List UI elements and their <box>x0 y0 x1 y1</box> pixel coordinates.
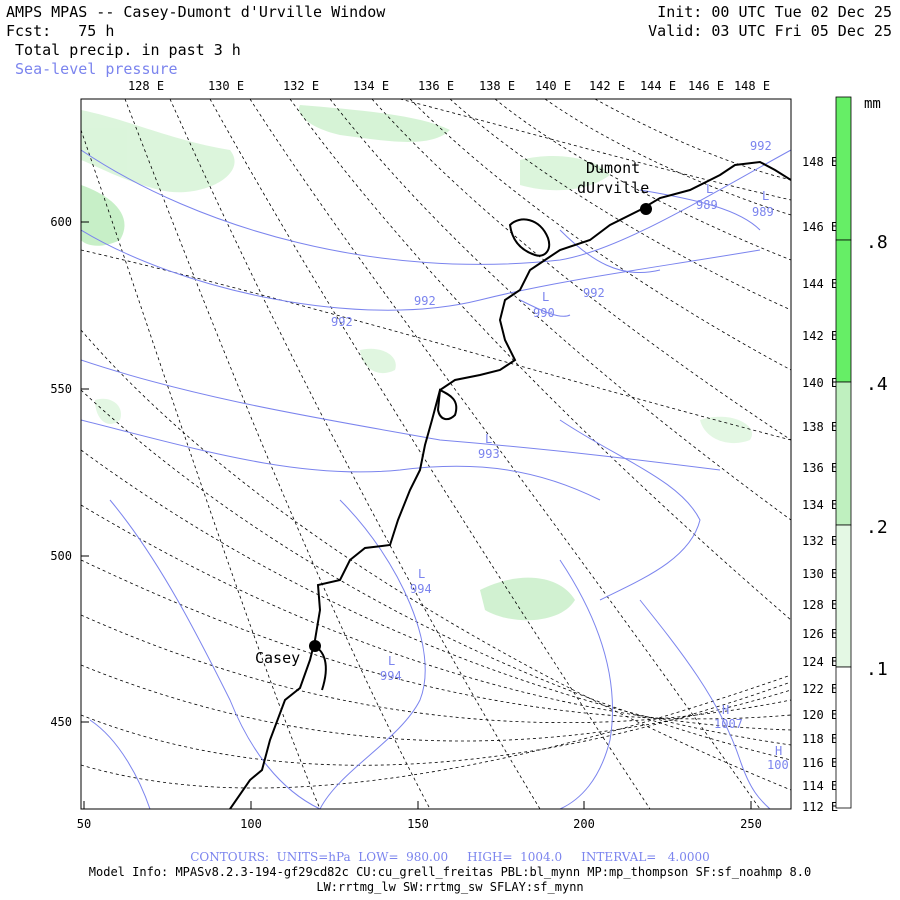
colorbar-segment <box>835 666 852 809</box>
right-lon-label: 126 E <box>802 627 838 641</box>
model-info-physics: LW:rrtmg_lw SW:rrtmg_sw SFLAY:sf_mynn <box>316 880 584 894</box>
right-lon-label: 140 E <box>802 376 838 390</box>
top-lon-label: 134 E <box>353 79 389 93</box>
colorbar-label: .2 <box>866 517 888 538</box>
dumont-station-marker <box>640 203 652 215</box>
low-marker: L <box>418 567 425 581</box>
contour-label: 992 <box>414 294 436 308</box>
colorbar-label: .4 <box>866 374 888 395</box>
right-lon-label: 134 E <box>802 498 838 512</box>
contour-label: 989 <box>752 205 774 219</box>
top-lon-label: 142 E <box>589 79 625 93</box>
station-casey-label: Casey <box>255 649 300 667</box>
x-tick-label: 200 <box>573 817 595 831</box>
plot-frame <box>80 98 792 810</box>
right-lon-label: 124 E <box>802 655 838 669</box>
contour-label: 989 <box>696 198 718 212</box>
init-time: Init: 00 UTC Tue 02 Dec 25 <box>657 3 892 21</box>
colorbar-segment <box>835 524 852 668</box>
y-tick-label: 600 <box>50 215 72 229</box>
top-lon-label: 130 E <box>208 79 244 93</box>
high-marker: H <box>722 703 729 717</box>
colorbar-label: .8 <box>866 232 888 253</box>
top-lon-label: 128 E <box>128 79 164 93</box>
colorbar-segment <box>835 96 852 241</box>
contour-label: 993 <box>478 447 500 461</box>
y-tick-label: 550 <box>50 382 72 396</box>
right-lon-label: 136 E <box>802 461 838 475</box>
contour-label: 992 <box>331 315 353 329</box>
top-lon-label: 144 E <box>640 79 676 93</box>
forecast-label: Fcst: <box>6 22 52 40</box>
right-lon-label: 122 E <box>802 682 838 696</box>
valid-time: Valid: 03 UTC Fri 05 Dec 25 <box>648 22 892 40</box>
colorbar-label: .1 <box>866 659 888 680</box>
contour-label: 994 <box>380 669 402 683</box>
right-lon-label: 118 E <box>802 732 838 746</box>
high-marker: H <box>775 744 782 758</box>
right-lon-label: 142 E <box>802 329 838 343</box>
right-lon-label: 116 E <box>802 756 838 770</box>
x-tick-label: 150 <box>407 817 429 831</box>
contour-label: 992 <box>583 286 605 300</box>
right-lon-label: 128 E <box>802 598 838 612</box>
forecast-value: 75 h <box>78 22 115 40</box>
low-marker: L <box>706 182 713 196</box>
contour-label: 100 <box>767 758 789 772</box>
x-tick-label: 250 <box>740 817 762 831</box>
stations: Casey Dumont dUrville <box>255 159 652 667</box>
top-lon-label: 138 E <box>479 79 515 93</box>
top-lon-labels: 128 E 130 E 132 E 134 E 136 E 138 E 140 … <box>128 79 770 93</box>
right-lon-label: 130 E <box>802 567 838 581</box>
contour-label: 990 <box>533 306 555 320</box>
right-lon-label: 146 E <box>802 220 838 234</box>
header-left: AMPS MPAS -- Casey-Dumont d'Urville Wind… <box>6 3 385 79</box>
low-marker: L <box>762 189 769 203</box>
precip-shading <box>81 105 752 621</box>
colorbar-units: mm <box>864 96 881 112</box>
map-plot-area: Casey Dumont dUrville 992 992 992 992 98… <box>81 99 791 809</box>
x-tick-label: 50 <box>77 817 91 831</box>
low-marker: L <box>485 432 492 446</box>
contour-label: 994 <box>410 582 432 596</box>
top-lon-label: 148 E <box>734 79 770 93</box>
x-axis: 50 100 150 200 250 <box>77 801 762 831</box>
right-lon-labels: 148 E 146 E 144 E 142 E 140 E 138 E 136 … <box>802 155 838 814</box>
right-lon-label: 112 E <box>802 800 838 814</box>
pressure-contours <box>81 149 791 809</box>
latlon-grid <box>81 99 791 809</box>
top-lon-label: 132 E <box>283 79 319 93</box>
contour-label: 992 <box>750 139 772 153</box>
y-tick-label: 500 <box>50 549 72 563</box>
colorbar: mm .8 .4 .2 .1 <box>835 96 888 809</box>
low-marker: L <box>388 654 395 668</box>
top-lon-label: 146 E <box>688 79 724 93</box>
station-dumont-label: Dumont <box>586 159 640 177</box>
casey-station-marker <box>309 640 321 652</box>
y-tick-label: 450 <box>50 715 72 729</box>
y-axis: 600 550 500 450 <box>50 215 89 729</box>
right-lon-label: 114 E <box>802 779 838 793</box>
x-tick-label: 100 <box>240 817 262 831</box>
header-right: Init: 00 UTC Tue 02 Dec 25 Valid: 03 UTC… <box>648 3 892 41</box>
top-lon-label: 140 E <box>535 79 571 93</box>
map-title: AMPS MPAS -- Casey-Dumont d'Urville Wind… <box>6 3 386 21</box>
right-lon-label: 144 E <box>802 277 838 291</box>
contour-labels: 992 992 992 992 989 989 990 993 994 994 … <box>331 139 789 772</box>
colorbar-segment <box>835 239 852 383</box>
model-info: Model Info: MPASv8.2.3-194-gf29cd82c CU:… <box>88 865 812 879</box>
right-lon-label: 120 E <box>802 708 838 722</box>
contour-info: CONTOURS: UNITS=hPa LOW= 980.00 HIGH= 10… <box>190 850 710 864</box>
contour-label: 1007 <box>714 717 743 731</box>
right-lon-label: 148 E <box>802 155 838 169</box>
right-lon-label: 138 E <box>802 420 838 434</box>
colorbar-segment <box>835 381 852 526</box>
station-durville-label: dUrville <box>577 179 649 197</box>
overlay-label: Sea-level pressure <box>15 60 178 78</box>
right-lon-label: 132 E <box>802 534 838 548</box>
field-label: Total precip. in past 3 h <box>15 41 241 59</box>
top-lon-label: 136 E <box>418 79 454 93</box>
low-marker: L <box>542 290 549 304</box>
